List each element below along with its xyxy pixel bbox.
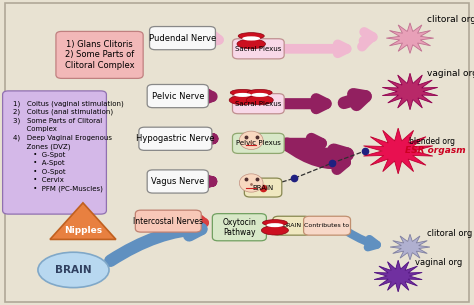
Text: Pelvic Plexus: Pelvic Plexus	[236, 140, 281, 146]
Polygon shape	[50, 203, 116, 239]
Ellipse shape	[229, 95, 256, 105]
Text: BRAIN: BRAIN	[253, 185, 273, 191]
Polygon shape	[390, 234, 430, 260]
FancyBboxPatch shape	[232, 39, 284, 59]
Polygon shape	[364, 128, 433, 174]
Polygon shape	[386, 23, 434, 53]
Text: Sacral Plexus: Sacral Plexus	[235, 46, 282, 52]
Text: Intercostal Nerves: Intercostal Nerves	[133, 217, 203, 226]
Text: vaginal org: vaginal org	[415, 258, 462, 267]
Ellipse shape	[266, 223, 283, 227]
Text: Pudendal Nerve: Pudendal Nerve	[149, 34, 216, 43]
Ellipse shape	[246, 95, 273, 105]
Text: BRAIN: BRAIN	[55, 265, 92, 275]
Polygon shape	[383, 73, 438, 110]
Text: Pelvic Nerve: Pelvic Nerve	[152, 92, 204, 101]
Ellipse shape	[251, 93, 268, 97]
Text: Oxytocin
Pathway: Oxytocin Pathway	[222, 217, 256, 237]
Ellipse shape	[239, 131, 263, 149]
Ellipse shape	[234, 93, 251, 97]
FancyBboxPatch shape	[232, 94, 284, 114]
FancyBboxPatch shape	[303, 216, 350, 235]
Ellipse shape	[38, 252, 109, 288]
Text: 1)   Coitus (vaginal stimulation)
2)   Coitus (anal stimulation)
3)   Some Parts: 1) Coitus (vaginal stimulation) 2) Coitu…	[13, 100, 124, 192]
Text: Hypogastric Nerve: Hypogastric Nerve	[136, 134, 215, 143]
Text: ESR orgasm: ESR orgasm	[405, 146, 466, 156]
Text: Contributes to: Contributes to	[304, 223, 350, 228]
FancyBboxPatch shape	[232, 133, 284, 153]
Ellipse shape	[239, 174, 263, 192]
FancyBboxPatch shape	[149, 27, 215, 50]
Ellipse shape	[230, 89, 255, 96]
Ellipse shape	[242, 36, 260, 41]
FancyBboxPatch shape	[56, 31, 143, 78]
FancyBboxPatch shape	[147, 170, 209, 193]
Text: BRAIN: BRAIN	[282, 223, 301, 228]
FancyBboxPatch shape	[3, 91, 106, 214]
Ellipse shape	[261, 226, 288, 235]
Text: clitoral org: clitoral org	[427, 229, 472, 238]
FancyBboxPatch shape	[273, 216, 310, 235]
Ellipse shape	[238, 33, 264, 39]
Ellipse shape	[263, 220, 287, 226]
Text: vaginal org: vaginal org	[427, 69, 474, 78]
FancyBboxPatch shape	[136, 210, 201, 232]
FancyBboxPatch shape	[245, 178, 282, 197]
Text: clitoral org: clitoral org	[427, 15, 474, 24]
Ellipse shape	[247, 89, 272, 96]
Text: Vagus Nerve: Vagus Nerve	[151, 177, 204, 186]
FancyBboxPatch shape	[139, 127, 212, 150]
Text: blended org: blended org	[409, 137, 455, 146]
Polygon shape	[374, 260, 422, 292]
FancyBboxPatch shape	[147, 84, 209, 108]
Text: Sacral Plexus: Sacral Plexus	[235, 101, 282, 107]
FancyBboxPatch shape	[212, 214, 266, 241]
Text: Nipples: Nipples	[64, 226, 102, 235]
Text: 1) Glans Clitoris
2) Some Parts of
Clitoral Complex: 1) Glans Clitoris 2) Some Parts of Clito…	[65, 40, 134, 70]
Ellipse shape	[237, 39, 265, 49]
